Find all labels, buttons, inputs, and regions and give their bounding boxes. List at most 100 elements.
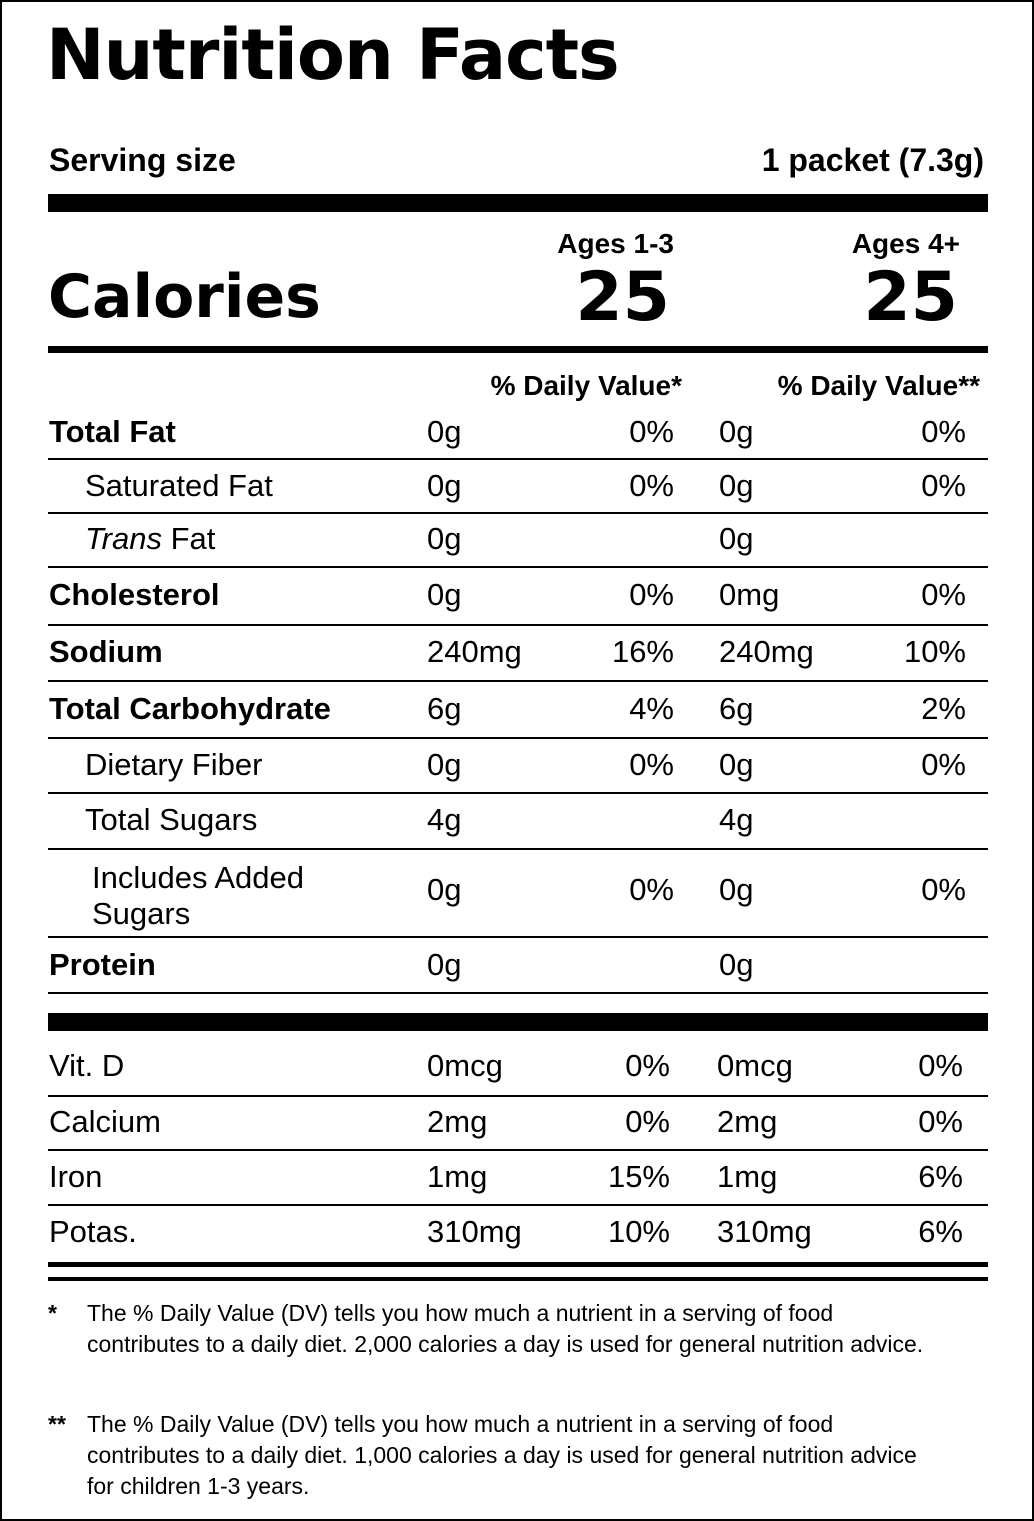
row-divider	[48, 680, 988, 682]
medium-divider	[48, 346, 988, 353]
amount-ages-1-3: 0g	[427, 468, 462, 503]
amount-ages-4-plus: 4g	[719, 802, 754, 837]
nutrient-name: Dietary Fiber	[85, 747, 263, 782]
age-group-header-1: Ages 1-3	[557, 228, 674, 259]
label-title: Nutrition Facts	[46, 14, 620, 96]
row-divider	[48, 1095, 988, 1097]
dv-ages-4-plus: 0%	[918, 1104, 963, 1139]
nutrient-name: Total Sugars	[85, 802, 258, 837]
daily-value-header-1: % Daily Value*	[490, 370, 682, 401]
footnote: ** The % Daily Value (DV) tells you how …	[48, 1409, 948, 1502]
amount-ages-4-plus: 6g	[719, 691, 754, 726]
dv-ages-4-plus: 0%	[921, 747, 966, 782]
nutrient-name: Total Fat	[49, 414, 176, 449]
amount-ages-1-3: 1mg	[427, 1159, 488, 1194]
serving-size-value: 1 packet (7.3g)	[761, 142, 984, 178]
dv-ages-1-3: 15%	[607, 1159, 670, 1194]
dv-ages-1-3: 4%	[629, 691, 674, 726]
dv-ages-1-3: 0%	[629, 747, 674, 782]
dv-ages-4-plus: 0%	[921, 577, 966, 612]
daily-value-header-2: % Daily Value**	[777, 370, 980, 401]
amount-ages-4-plus: 240mg	[719, 634, 814, 669]
age-group-header-2: Ages 4+	[851, 228, 960, 259]
amount-ages-1-3: 0g	[427, 747, 462, 782]
dv-ages-4-plus: 0%	[921, 468, 966, 503]
dv-ages-1-3: 0%	[629, 414, 674, 449]
nutrient-name: Trans Fat	[85, 523, 215, 554]
amount-ages-4-plus: 0mcg	[717, 1048, 793, 1083]
nutrient-name: Total Carbohydrate	[49, 691, 331, 726]
amount-ages-1-3: 6g	[427, 691, 462, 726]
trans-rest: Fat	[161, 521, 216, 556]
nutrient-name: Sodium	[49, 634, 163, 669]
amount-ages-1-3: 0g	[427, 947, 462, 982]
nutrient-name: Protein	[49, 947, 156, 982]
footnote-mark: **	[48, 1411, 66, 1437]
vitamin-name: Vit. D	[49, 1048, 125, 1083]
amount-ages-4-plus: 1mg	[717, 1159, 778, 1194]
amount-ages-1-3: 2mg	[427, 1104, 488, 1139]
dv-ages-4-plus: 6%	[918, 1159, 963, 1194]
footnote: * The % Daily Value (DV) tells you how m…	[48, 1298, 948, 1360]
amount-ages-4-plus: 0g	[719, 521, 754, 556]
amount-ages-1-3: 310mg	[427, 1214, 522, 1249]
row-divider	[48, 458, 988, 460]
row-divider	[48, 737, 988, 739]
vitamin-name: Iron	[49, 1159, 103, 1194]
row-divider	[48, 566, 988, 568]
amount-ages-4-plus: 0g	[719, 872, 754, 907]
row-divider	[48, 512, 988, 514]
trans-italic: Trans	[85, 521, 162, 556]
dv-ages-4-plus: 2%	[921, 691, 966, 726]
amount-ages-1-3: 4g	[427, 802, 462, 837]
amount-ages-4-plus: 2mg	[717, 1104, 778, 1139]
amount-ages-1-3: 0g	[427, 521, 462, 556]
footer-divider	[48, 1277, 988, 1281]
thick-divider	[48, 194, 988, 212]
vitamin-name: Calcium	[49, 1104, 161, 1139]
nutrient-name: Cholesterol	[49, 577, 220, 612]
row-divider	[48, 848, 988, 850]
dv-ages-1-3: 0%	[629, 872, 674, 907]
amount-ages-4-plus: 0mg	[719, 577, 780, 612]
row-divider	[48, 792, 988, 794]
vitamin-name: Potas.	[49, 1214, 137, 1249]
amount-ages-1-3: 240mg	[427, 634, 522, 669]
serving-size-label: Serving size	[49, 142, 236, 178]
dv-ages-4-plus: 0%	[921, 414, 966, 449]
row-divider	[48, 624, 988, 626]
footer-divider	[48, 1262, 988, 1267]
dv-ages-1-3: 0%	[625, 1104, 670, 1139]
calories-label: Calories	[48, 262, 321, 332]
calories-value-2: 25	[863, 258, 958, 337]
amount-ages-4-plus: 0g	[719, 414, 754, 449]
footnote-text: The % Daily Value (DV) tells you how muc…	[87, 1300, 924, 1357]
dv-ages-1-3: 0%	[629, 577, 674, 612]
dv-ages-1-3: 0%	[629, 468, 674, 503]
amount-ages-4-plus: 0g	[719, 747, 754, 782]
nutrient-name: Includes Added Sugars	[92, 860, 305, 931]
thick-divider	[48, 1013, 988, 1031]
amount-ages-4-plus: 0g	[719, 468, 754, 503]
dv-ages-1-3: 16%	[611, 634, 674, 669]
amount-ages-4-plus: 310mg	[717, 1214, 812, 1249]
calories-value-1: 25	[575, 258, 670, 337]
row-divider	[48, 992, 988, 994]
row-divider	[48, 1149, 988, 1151]
row-divider	[48, 936, 988, 938]
amount-ages-1-3: 0g	[427, 414, 462, 449]
footnote-mark: *	[48, 1300, 57, 1326]
dv-ages-4-plus: 10%	[903, 634, 966, 669]
amount-ages-4-plus: 0g	[719, 947, 754, 982]
dv-ages-1-3: 10%	[607, 1214, 670, 1249]
dv-ages-4-plus: 6%	[918, 1214, 963, 1249]
dv-ages-4-plus: 0%	[918, 1048, 963, 1083]
footnote-text: The % Daily Value (DV) tells you how muc…	[87, 1411, 917, 1499]
amount-ages-1-3: 0g	[427, 577, 462, 612]
dv-ages-4-plus: 0%	[921, 872, 966, 907]
amount-ages-1-3: 0g	[427, 872, 462, 907]
nutrient-name: Saturated Fat	[85, 468, 273, 503]
amount-ages-1-3: 0mcg	[427, 1048, 503, 1083]
row-divider	[48, 1204, 988, 1206]
